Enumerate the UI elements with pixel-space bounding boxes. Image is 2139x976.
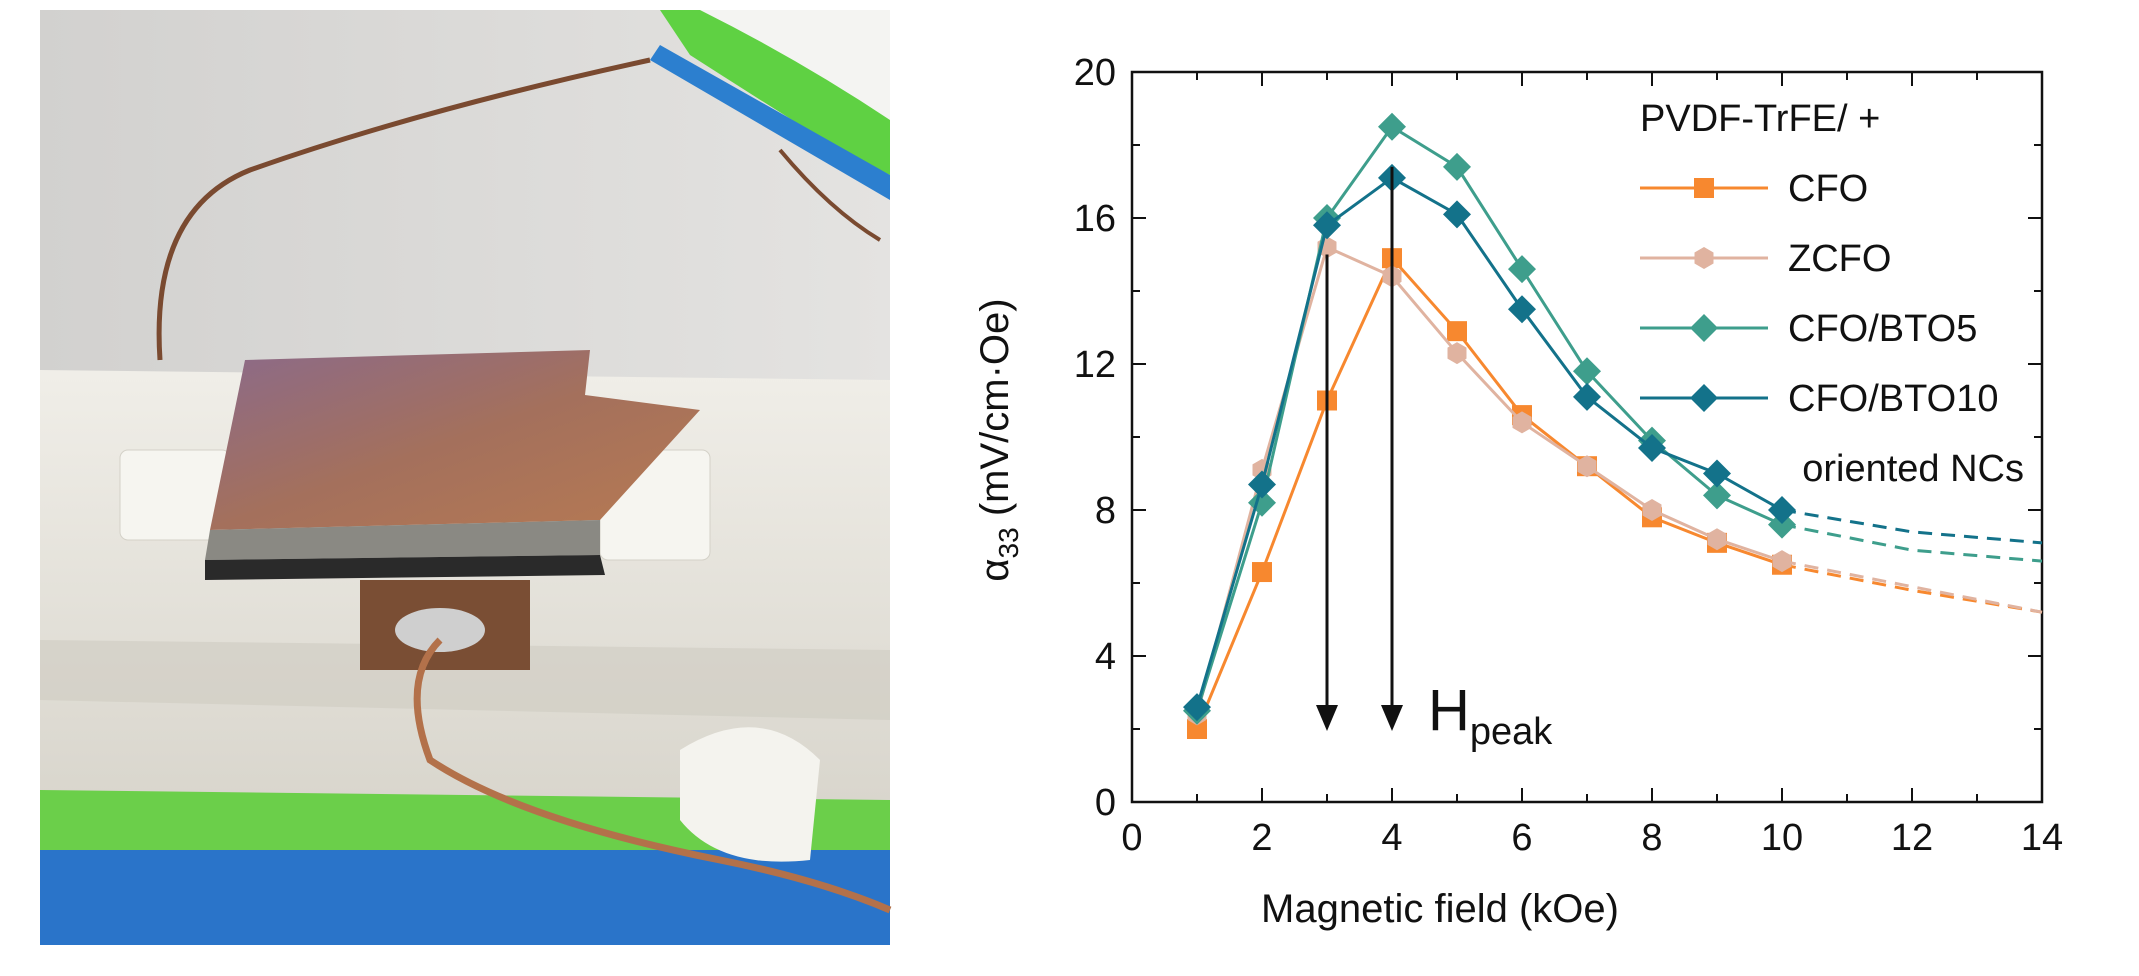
- data-point: [1187, 719, 1207, 739]
- x-tick-label: 12: [1891, 817, 1933, 859]
- data-point: [1252, 562, 1272, 583]
- data-point: [1248, 470, 1276, 499]
- legend-label: ZCFO: [1788, 238, 1891, 280]
- copper-wire-bottom: [413, 637, 892, 914]
- y-axis-label-symbol: α: [973, 558, 1017, 581]
- data-point: [1508, 295, 1536, 324]
- copper-wire-loop: [778, 148, 882, 242]
- x-tick-label: 2: [1251, 817, 1272, 859]
- data-point: [1768, 496, 1796, 524]
- legend-label: CFO/BTO10: [1788, 378, 1998, 420]
- h-peak-subscript: peak: [1470, 711, 1553, 753]
- series-line: [1195, 245, 1783, 715]
- legend-title: PVDF-TrFE/ +: [1640, 98, 1880, 140]
- y-tick-label: 12: [1074, 344, 1116, 386]
- plot-frame: [1130, 70, 2044, 804]
- extrapolation-line: [1781, 508, 2043, 545]
- data-point: [1768, 510, 1796, 539]
- legend-label: CFO: [1788, 168, 1868, 210]
- data-point: [1642, 499, 1662, 521]
- data-point: [1183, 693, 1211, 722]
- extrapolation-line: [1781, 563, 2043, 614]
- legend-swatch-marker: [1690, 314, 1718, 342]
- data-point: [1707, 528, 1727, 551]
- peak-arrow-head: [1316, 705, 1338, 731]
- legend-swatch-marker: [1694, 247, 1714, 269]
- y-tick-label: 0: [1095, 782, 1116, 824]
- h-peak-annotation: Hpeak: [1428, 678, 1553, 753]
- peak-arrow-head: [1381, 705, 1403, 731]
- x-tick-label: 14: [2021, 817, 2063, 859]
- data-point: [1577, 455, 1597, 478]
- y-tick-label: 4: [1095, 636, 1116, 678]
- data-point: [1772, 550, 1792, 573]
- data-point: [1703, 481, 1731, 510]
- data-point: [1703, 459, 1731, 488]
- series-cfo-bto10: [1183, 163, 2043, 722]
- data-point: [1313, 211, 1341, 240]
- data-point: [1447, 321, 1467, 342]
- series-line: [1195, 124, 1783, 712]
- spool-top-right: [650, 10, 890, 200]
- y-axis-label-units: (mV/cm·Oe): [973, 298, 1017, 527]
- legend-footer: oriented NCs: [1802, 448, 2024, 490]
- data-point: [1443, 200, 1471, 229]
- data-point: [1447, 342, 1467, 365]
- legend-label: CFO/BTO5: [1788, 308, 1977, 350]
- data-point: [1573, 357, 1601, 386]
- series-line: [1195, 176, 1783, 708]
- data-point: [1508, 255, 1536, 284]
- extrapolation-line: [1781, 559, 2043, 614]
- x-tick-label: 8: [1641, 817, 1662, 859]
- data-point: [1573, 382, 1601, 411]
- arrow-layer: [1316, 166, 1403, 731]
- y-axis-label: α33 (mV/cm·Oe): [973, 298, 1024, 581]
- plot-axes: 0 2 4 6 8 10 12 14 0 4 8 12 16 20: [1074, 52, 2063, 859]
- extrapolation-line: [1781, 523, 2043, 563]
- legend: PVDF-TrFE/ + CFO ZCFO CFO/BTO5 CFO/BTO10 orie…: [1640, 98, 2024, 490]
- data-point: [1512, 411, 1532, 434]
- legend-swatch-marker: [1690, 384, 1718, 412]
- copper-wire-top: [156, 57, 651, 361]
- x-tick-label: 10: [1761, 817, 1803, 859]
- y-axis-label-subscript: 33: [993, 527, 1024, 558]
- y-tick-label: 8: [1095, 490, 1116, 532]
- y-tick-label: 20: [1074, 52, 1116, 94]
- series-layer: [1183, 112, 2043, 739]
- x-tick-label: 0: [1121, 817, 1142, 859]
- y-tick-label: 16: [1074, 198, 1116, 240]
- electrode-sample: [205, 350, 700, 670]
- data-point: [1443, 152, 1471, 181]
- data-point: [1378, 112, 1406, 141]
- legend-swatch-marker: [1694, 178, 1714, 198]
- x-tick-label: 6: [1511, 817, 1532, 859]
- series-line: [1195, 255, 1783, 730]
- x-axis-label: Magnetic field (kOe): [1261, 887, 1619, 931]
- x-tick-label: 4: [1381, 817, 1402, 859]
- h-peak-symbol: H: [1428, 678, 1470, 743]
- data-point: [1638, 433, 1666, 462]
